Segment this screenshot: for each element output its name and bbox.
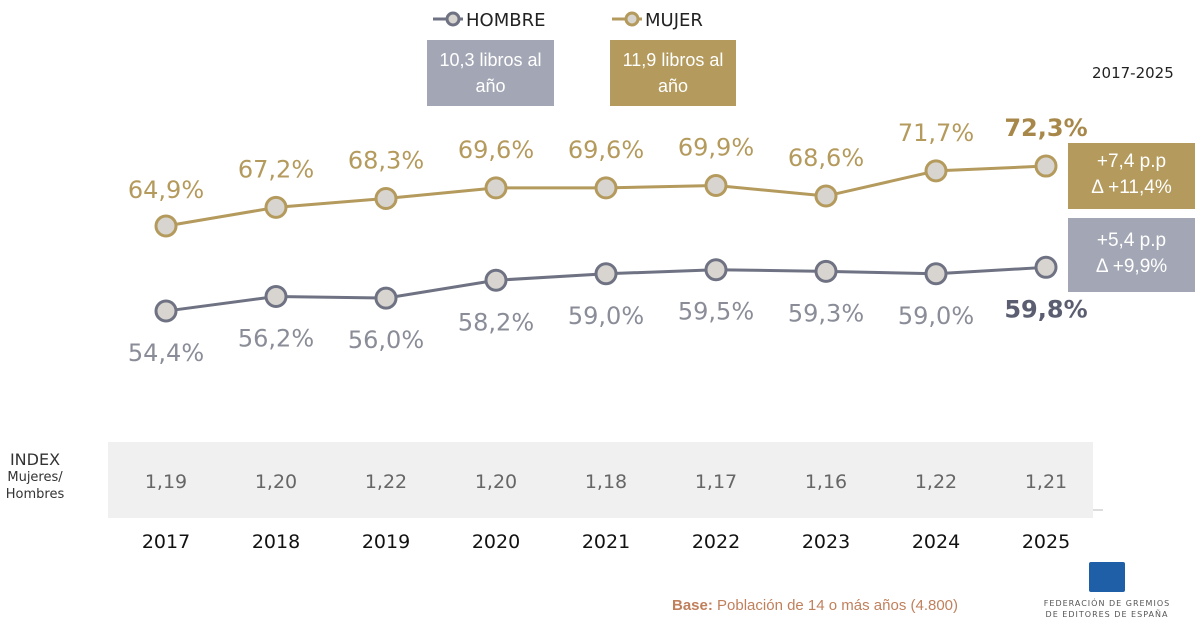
- data-label: 59,5%: [678, 298, 754, 326]
- x-tick-label: 2022: [692, 531, 740, 553]
- data-point: [264, 284, 288, 308]
- data-point: [1034, 255, 1058, 279]
- data-label: 69,6%: [458, 136, 534, 164]
- index-label: INDEX Mujeres/ Hombres: [5, 450, 65, 502]
- x-tick-label: 2023: [802, 531, 850, 553]
- data-label: 58,2%: [458, 308, 534, 336]
- index-value: 1,22: [365, 471, 407, 493]
- legend-marker: [624, 11, 640, 27]
- logo-icon: [1089, 562, 1125, 592]
- x-tick-label: 2025: [1022, 531, 1070, 553]
- data-point: [594, 262, 618, 286]
- x-tick-label: 2020: [472, 531, 520, 553]
- index-value: 1,20: [255, 471, 297, 493]
- data-point: [264, 195, 288, 219]
- data-label: 54,4%: [128, 339, 204, 367]
- hombre-change-pct: Δ +9,9%: [1095, 256, 1168, 277]
- data-label: 59,8%: [1004, 295, 1087, 323]
- data-label: 56,2%: [238, 324, 314, 352]
- hombre-summary-box: 10,3 libros al año: [427, 40, 554, 106]
- data-label: 69,6%: [568, 136, 644, 164]
- data-point: [814, 259, 838, 283]
- x-tick-label: 2018: [252, 531, 300, 553]
- legend-label-mujer: MUJER: [645, 10, 703, 31]
- period-label: 2017-2025: [1092, 64, 1174, 82]
- index-band: [108, 442, 1093, 518]
- data-label: 68,3%: [348, 146, 424, 174]
- index-value: 1,16: [805, 471, 847, 493]
- data-label: 59,0%: [568, 302, 644, 330]
- index-value: 1,22: [915, 471, 957, 493]
- legend-label-hombre: HOMBRE: [466, 10, 545, 31]
- hombre-change-box: +5,4 p.p Δ +9,9%: [1068, 218, 1195, 292]
- data-point: [814, 184, 838, 208]
- data-label: 72,3%: [1004, 114, 1087, 142]
- data-point: [374, 186, 398, 210]
- x-tick-label: 2017: [142, 531, 190, 553]
- data-label: 64,9%: [128, 176, 204, 204]
- x-tick-label: 2021: [582, 531, 630, 553]
- data-point: [924, 262, 948, 286]
- data-label: 59,3%: [788, 299, 864, 327]
- hombre-change-pp: +5,4 p.p: [1096, 230, 1167, 251]
- data-point: [594, 176, 618, 200]
- data-point: [484, 268, 508, 292]
- mujer-change-pp: +7,4 p.p: [1096, 151, 1167, 172]
- legend-marker: [445, 11, 461, 27]
- data-point: [154, 214, 178, 238]
- index-value: 1,21: [1025, 471, 1067, 493]
- data-label: 59,0%: [898, 302, 974, 330]
- mujer-summary-box: 11,9 libros al año: [610, 40, 736, 106]
- data-label: 68,6%: [788, 144, 864, 172]
- index-value: 1,18: [585, 471, 627, 493]
- data-label: 67,2%: [238, 155, 314, 183]
- data-point: [154, 299, 178, 323]
- mujer-change-box: +7,4 p.p Δ +11,4%: [1068, 143, 1195, 209]
- x-tick-label: 2019: [362, 531, 410, 553]
- index-value: 1,19: [145, 471, 187, 493]
- x-tick-label: 2024: [912, 531, 960, 553]
- data-point: [374, 286, 398, 310]
- mujer-change-pct: Δ +11,4%: [1091, 177, 1172, 198]
- footer-base: Base: Población de 14 o más años (4.800): [672, 597, 959, 614]
- data-point: [484, 176, 508, 200]
- data-label: 71,7%: [898, 119, 974, 147]
- publisher-logo: FEDERACIÓN DE GREMIOS DE EDITORES DE ESPA…: [1032, 562, 1182, 620]
- data-label: 69,9%: [678, 134, 754, 162]
- data-point: [704, 174, 728, 197]
- index-value: 1,20: [475, 471, 517, 493]
- data-label: 56,0%: [348, 326, 424, 354]
- data-point: [704, 258, 728, 282]
- data-point: [924, 159, 948, 183]
- index-value: 1,17: [695, 471, 737, 493]
- data-point: [1034, 154, 1058, 178]
